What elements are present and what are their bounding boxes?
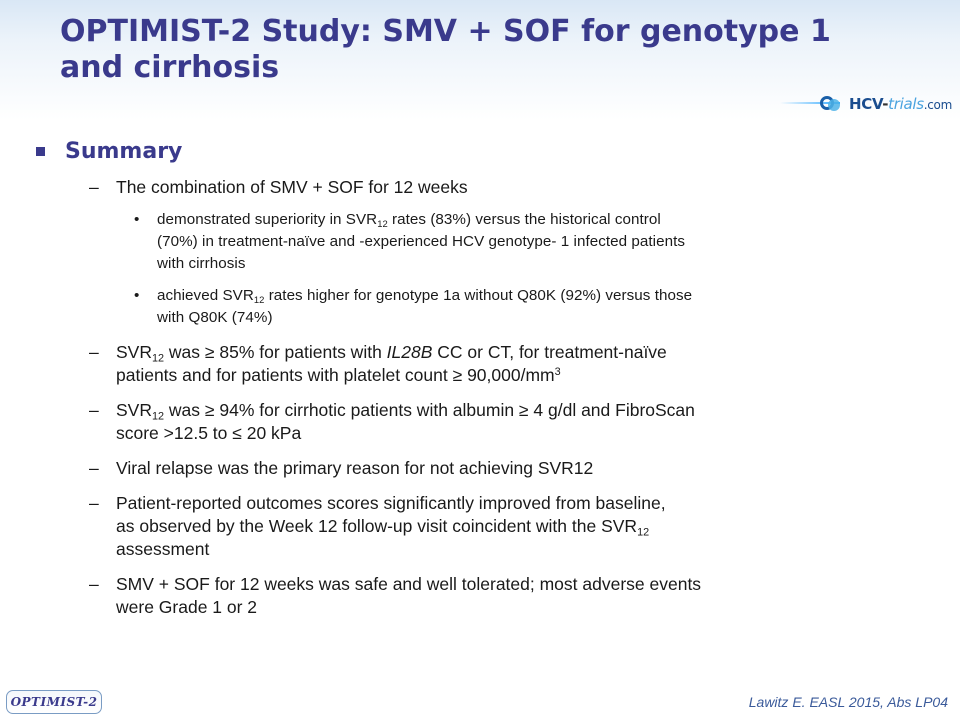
sub-list-item: • demonstrated superiority in SVR12 rate…	[134, 211, 686, 272]
item-text: The combination of SMV + SOF for 12 week…	[116, 177, 468, 197]
dash-bullet: –	[89, 458, 99, 478]
study-badge: OPTIMIST-2	[6, 690, 102, 714]
logo-text: HCV-trials.com	[849, 95, 952, 113]
square-bullet-icon	[36, 146, 45, 156]
title-line-1: OPTIMIST-2 Study: SMV + SOF for genotype…	[60, 14, 831, 49]
slide-content: Summary – The combination of SMV + SOF f…	[36, 134, 936, 619]
dash-bullet: –	[89, 574, 99, 594]
dash-bullet: –	[89, 342, 99, 362]
dash-bullet: –	[89, 177, 99, 197]
list-item: – The combination of SMV + SOF for 12 we…	[36, 176, 936, 199]
item-text: Viral relapse was the primary reason for…	[116, 458, 594, 478]
summary-heading: Summary	[36, 134, 936, 168]
slide-title: OPTIMIST-2 Study: SMV + SOF for genotype…	[60, 14, 880, 86]
list-item: – Viral relapse was the primary reason f…	[36, 457, 936, 480]
dash-bullet: –	[89, 400, 99, 420]
dot-bullet: •	[134, 211, 140, 228]
dash-bullet: –	[89, 493, 99, 513]
dot-bullet: •	[134, 287, 140, 304]
summary-heading-label: Summary	[65, 138, 183, 164]
list-item: – SVR12 was ≥ 85% for patients with IL28…	[89, 342, 667, 385]
logo-circles-icon	[820, 94, 846, 114]
list-item: – SMV + SOF for 12 weeks was safe and we…	[89, 574, 702, 617]
list-item: – SVR12 was ≥ 94% for cirrhotic patients…	[89, 400, 695, 443]
hcv-trials-logo: HCV-trials.com	[780, 92, 960, 116]
title-line-2: and cirrhosis	[60, 50, 280, 85]
citation: Lawitz E. EASL 2015, Abs LP04	[748, 694, 948, 710]
sub-list-item: • achieved SVR12 rates higher for genoty…	[134, 287, 693, 326]
list-item: – Patient-reported outcomes scores signi…	[89, 493, 666, 559]
logo-swoosh	[780, 102, 840, 104]
